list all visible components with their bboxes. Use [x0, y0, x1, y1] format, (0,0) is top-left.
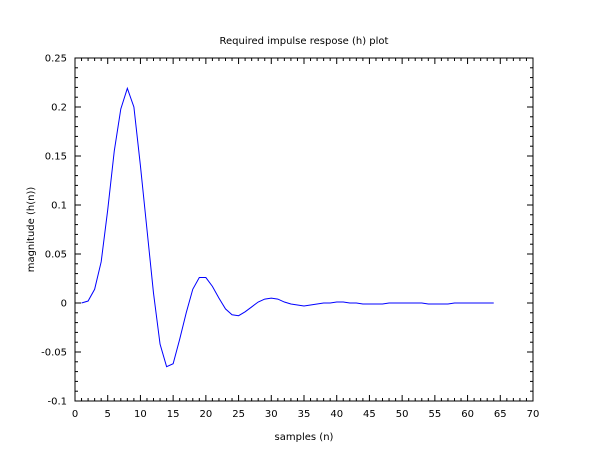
y-tick-label: -0.05 — [41, 348, 67, 359]
impulse-response-line — [81, 86, 494, 368]
x-tick-label: 5 — [105, 409, 111, 420]
y-tick-label: 0.05 — [45, 250, 67, 261]
y-tick-label: 0 — [61, 299, 67, 310]
x-tick-label: 50 — [396, 409, 409, 420]
x-tick-label: 35 — [298, 409, 311, 420]
x-tick-label: 15 — [167, 409, 180, 420]
x-axis-ticks: 0 5 10 15 20 25 30 35 40 45 50 55 60 65 70 — [72, 58, 540, 420]
y-tick-label: 0.2 — [51, 103, 67, 114]
y-axis-label: magnitude (h(n)) — [26, 187, 37, 273]
x-tick-label: 65 — [494, 409, 507, 420]
y-tick-label: -0.1 — [47, 397, 67, 408]
chart-title: Required impulse respose (h) plot — [220, 36, 389, 47]
x-tick-label: 10 — [134, 409, 147, 420]
y-tick-label: 0.15 — [45, 152, 67, 163]
x-tick-label: 30 — [265, 409, 278, 420]
x-tick-label: 0 — [72, 409, 78, 420]
plot-border — [74, 57, 534, 402]
x-tick-label: 45 — [363, 409, 376, 420]
series-layer — [81, 86, 494, 368]
x-tick-label: 60 — [461, 409, 474, 420]
x-tick-label: 25 — [232, 409, 245, 420]
y-axis-ticks: -0.1 -0.05 0 0.05 0.1 0.15 0.2 0.25 — [41, 54, 533, 408]
x-tick-label: 20 — [199, 409, 212, 420]
y-tick-label: 0.25 — [45, 54, 67, 65]
x-tick-label: 40 — [330, 409, 343, 420]
x-axis-label: samples (n) — [275, 432, 334, 443]
plot-frame — [74, 57, 534, 402]
x-tick-label: 55 — [428, 409, 441, 420]
x-tick-label: 70 — [527, 409, 540, 420]
y-tick-label: 0.1 — [51, 201, 67, 212]
